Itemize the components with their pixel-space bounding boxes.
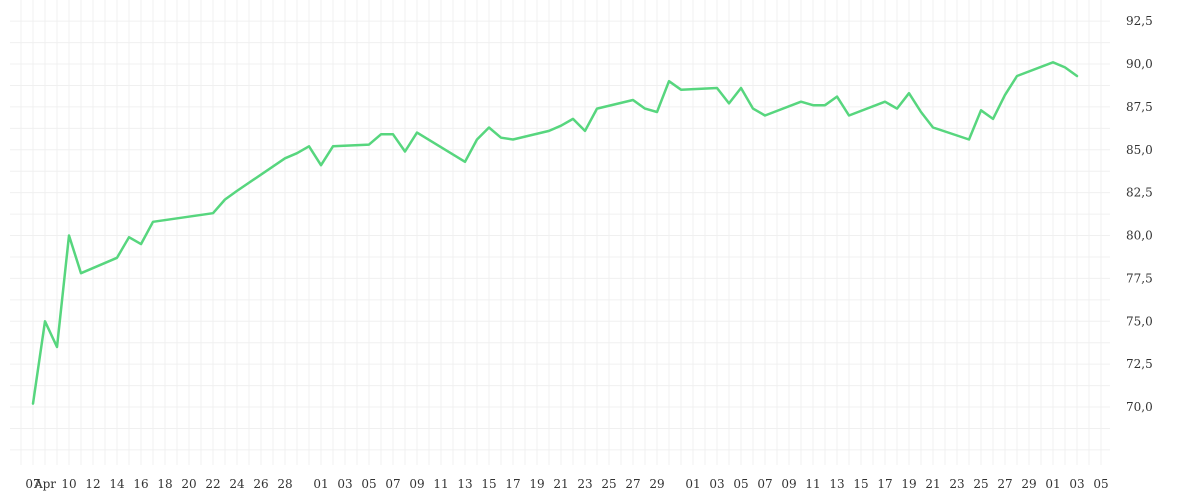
x-tick-label: 21: [925, 477, 940, 491]
x-tick-label: 14: [109, 477, 125, 491]
x-tick-label: 22: [205, 477, 220, 491]
x-tick-label: 13: [829, 477, 844, 491]
x-tick-label: Apr: [33, 477, 56, 491]
y-tick-label: 90,0: [1126, 57, 1153, 71]
x-tick-label: 03: [709, 477, 724, 491]
x-tick-label: 07: [385, 477, 400, 491]
x-tick-label: 15: [853, 477, 868, 491]
x-tick-label: 05: [733, 477, 748, 491]
x-tick-label: 11: [805, 477, 820, 491]
x-tick-label: 05: [1093, 477, 1108, 491]
x-tick-label: 07: [25, 477, 40, 491]
x-tick-label: 27: [997, 477, 1012, 491]
y-tick-label: 87,5: [1126, 100, 1153, 114]
x-tick-label: 17: [505, 477, 520, 491]
x-tick-label: 19: [529, 477, 544, 491]
x-tick-label: 11: [433, 477, 448, 491]
y-axis-tick-labels: 70,0 72,5 75,0 77,5 80,0 82,5 85,0 87,5 90,0 92,5: [1126, 14, 1153, 414]
x-tick-label: 21: [553, 477, 568, 491]
x-tick-label: 09: [781, 477, 796, 491]
x-tick-label: 23: [577, 477, 592, 491]
x-tick-label: 20: [181, 477, 196, 491]
y-tick-label: 77,5: [1126, 271, 1153, 285]
x-tick-label: 05: [361, 477, 376, 491]
x-tick-label: 25: [601, 477, 616, 491]
x-tick-label: 03: [1069, 477, 1084, 491]
x-tick-label: 01: [313, 477, 328, 491]
x-tick-label: 26: [253, 477, 268, 491]
x-tick-label: 03: [337, 477, 352, 491]
series-layer: [31, 61, 1079, 405]
x-tick-label: 16: [133, 477, 148, 491]
series-line: [31, 61, 1079, 405]
x-tick-label: 29: [1021, 477, 1036, 491]
x-tick-label: 29: [649, 477, 664, 491]
y-tick-label: 70,0: [1126, 400, 1153, 414]
x-tick-label: 23: [949, 477, 964, 491]
x-tick-label: 27: [625, 477, 640, 491]
x-tick-label: 01: [1045, 477, 1060, 491]
x-tick-label: 19: [901, 477, 916, 491]
x-tick-label: 12: [85, 477, 100, 491]
horizontal-grid: [10, 20, 1110, 451]
y-tick-label: 72,5: [1126, 357, 1153, 371]
x-tick-label: 15: [481, 477, 496, 491]
x-tick-label: 17: [877, 477, 892, 491]
y-tick-label: 75,0: [1126, 314, 1153, 328]
vertical-grid: [20, 0, 1102, 465]
x-tick-label: 01: [685, 477, 700, 491]
x-tick-label: 07: [757, 477, 772, 491]
y-tick-label: 80,0: [1126, 229, 1153, 243]
x-tick-label: 25: [973, 477, 988, 491]
x-tick-label: 10: [61, 477, 76, 491]
x-tick-label: 13: [457, 477, 472, 491]
x-tick-label: 09: [409, 477, 424, 491]
y-tick-label: 85,0: [1126, 143, 1153, 157]
x-tick-label: 28: [277, 477, 292, 491]
x-tick-label: 18: [157, 477, 172, 491]
x-tick-label: 24: [229, 477, 245, 491]
y-tick-label: 82,5: [1126, 186, 1153, 200]
y-tick-label: 92,5: [1126, 14, 1153, 28]
